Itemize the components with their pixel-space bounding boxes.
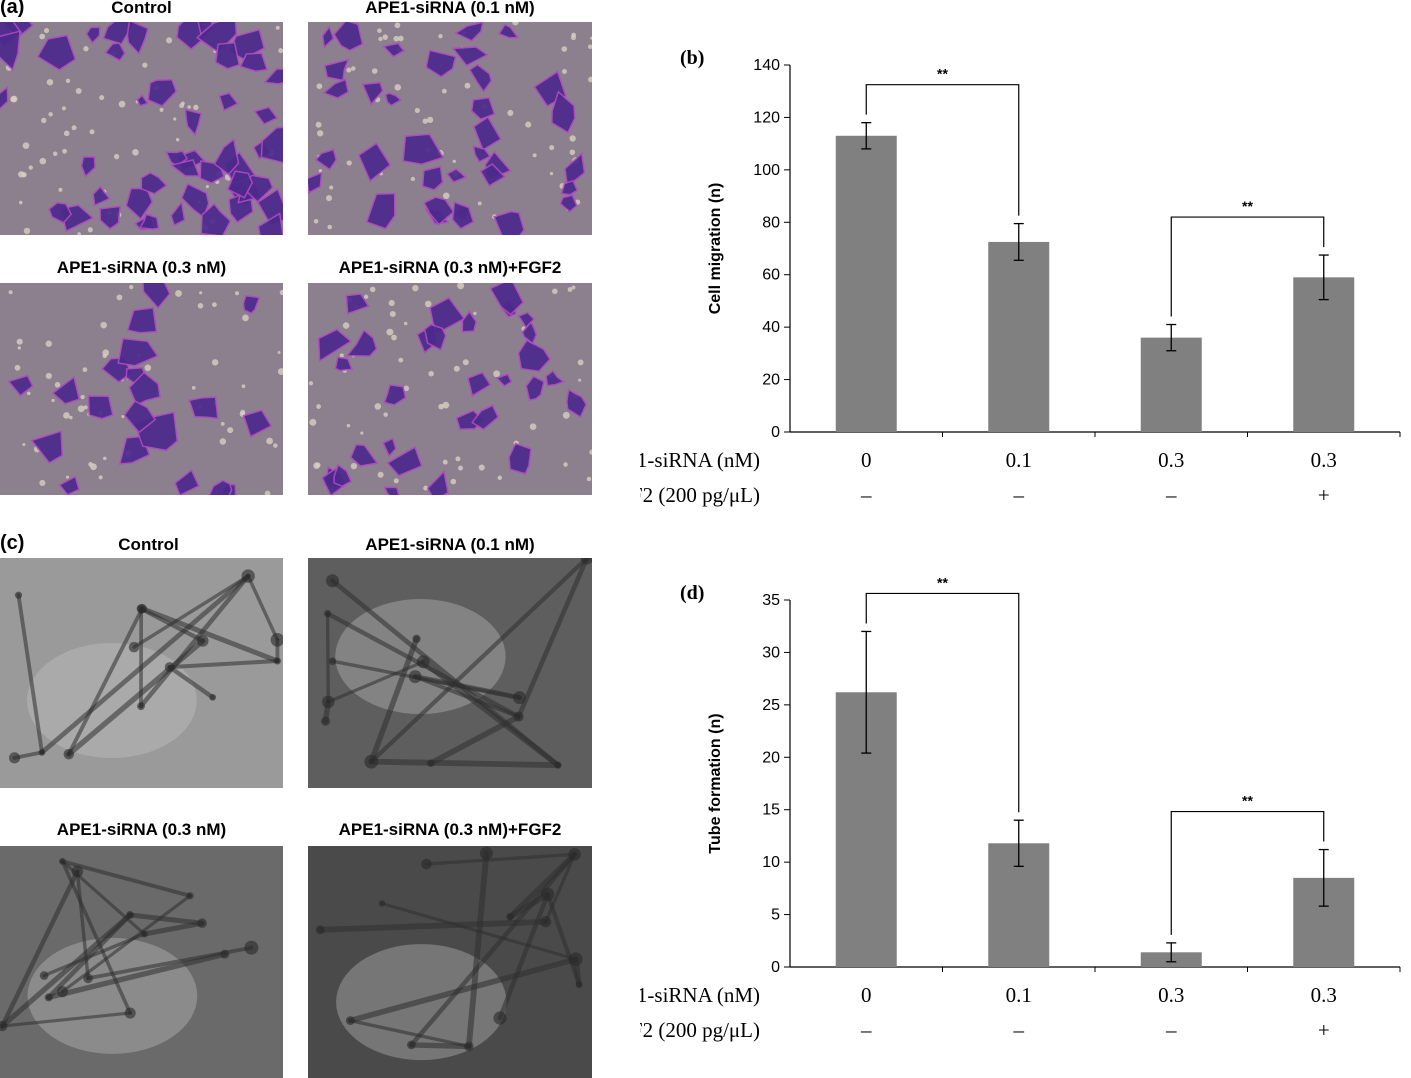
micrograph-c-control: [0, 558, 283, 788]
y-tick-label: 60: [762, 267, 780, 284]
category-label: 0: [861, 448, 872, 472]
y-axis-label: Tube formation (n): [707, 713, 724, 853]
fgf2-value: +: [1318, 1018, 1330, 1042]
y-tick-label: 5: [771, 907, 780, 924]
y-axis-label: Cell migration (n): [707, 183, 724, 315]
row-label-sirna: APE1-siRNA (nM): [640, 448, 760, 472]
y-tick-label: 20: [762, 749, 780, 766]
y-tick-label: 15: [762, 802, 780, 819]
panel-letter: (b): [680, 47, 704, 69]
micro-a-label-03-fgf2: APE1-siRNA (0.3 nM)+FGF2: [338, 258, 562, 277]
micrograph-a-siRNA-01: [308, 22, 592, 235]
significance-bracket: [865, 84, 1020, 216]
micro-c-label-03: APE1-siRNA (0.3 nM): [56, 820, 227, 839]
micro-c-label-control: Control: [118, 535, 179, 554]
fgf2-value: –: [1165, 483, 1177, 507]
significance-label: **: [1242, 793, 1253, 809]
significance-label: **: [937, 574, 948, 590]
category-label: 0.3: [1158, 983, 1184, 1007]
micro-a-label-03: APE1-siRNA (0.3 nM): [56, 258, 227, 277]
category-label: 0.3: [1158, 448, 1184, 472]
bar: [988, 241, 1050, 432]
y-tick-label: 10: [762, 854, 780, 871]
micrograph-c-siRNA-03: [0, 846, 283, 1078]
category-label: 0: [861, 983, 872, 1007]
y-tick-label: 0: [771, 959, 780, 976]
category-label: 0.1: [1006, 983, 1032, 1007]
fgf2-value: –: [860, 483, 872, 507]
y-tick-label: 40: [762, 319, 780, 336]
y-tick-label: 35: [762, 592, 780, 609]
y-tick-label: 100: [753, 162, 780, 179]
micro-a-label-control: Control: [111, 0, 172, 17]
bar: [1140, 337, 1202, 432]
category-label: 0.1: [1006, 448, 1032, 472]
y-tick-label: 80: [762, 214, 780, 231]
row-label-fgf2: FGF2 (200 pg/μL): [640, 483, 760, 507]
micrograph-c-siRNA-01: [308, 558, 592, 788]
micro-c-label-01: APE1-siRNA (0.1 nM): [365, 535, 535, 554]
significance-label: **: [937, 66, 948, 82]
y-tick-label: 120: [753, 109, 780, 126]
row-label-sirna: APE1-siRNA (nM): [640, 983, 760, 1007]
micrograph-c-siRNA-03-fgf2: [308, 846, 592, 1078]
micro-c-label-03-fgf2: APE1-siRNA (0.3 nM)+FGF2: [338, 820, 562, 839]
y-tick-label: 20: [762, 372, 780, 389]
significance-label: **: [1242, 198, 1253, 214]
row-label-fgf2: FGF2 (200 pg/μL): [640, 1018, 760, 1042]
micrograph-a-control: [0, 22, 283, 235]
fgf2-value: –: [1165, 1018, 1177, 1042]
fgf2-value: –: [860, 1018, 872, 1042]
chart-cell-migration: (b) 0 20 40 60 80 100 120 140 Cell migration (n) *…: [640, 47, 1401, 507]
panel-letter: (d): [680, 582, 704, 604]
y-tick-label: 25: [762, 697, 780, 714]
significance-bracket: [1170, 216, 1325, 317]
fgf2-value: –: [1013, 483, 1025, 507]
y-tick-label: 0: [771, 424, 780, 441]
y-tick-label: 30: [762, 644, 780, 661]
micro-a-label-01: APE1-siRNA (0.1 nM): [365, 0, 535, 17]
fgf2-value: –: [1013, 1018, 1025, 1042]
category-label: 0.3: [1311, 448, 1337, 472]
bar: [835, 135, 897, 432]
chart-tube-formation: (d) 0 5 10 15 20 25 30 35 Tube formation (n) ** ** A…: [640, 574, 1401, 1042]
significance-bracket: [1170, 810, 1325, 935]
category-label: 0.3: [1311, 983, 1337, 1007]
micrograph-a-siRNA-03: [0, 283, 283, 495]
fgf2-value: +: [1318, 483, 1330, 507]
significance-bracket: [865, 592, 1020, 813]
panel-c-letter: (c): [0, 532, 25, 554]
y-tick-label: 140: [753, 57, 780, 74]
bar: [1293, 277, 1355, 432]
panel-a-letter: (a): [0, 0, 25, 18]
micrograph-a-siRNA-03-fgf2: [308, 283, 592, 495]
